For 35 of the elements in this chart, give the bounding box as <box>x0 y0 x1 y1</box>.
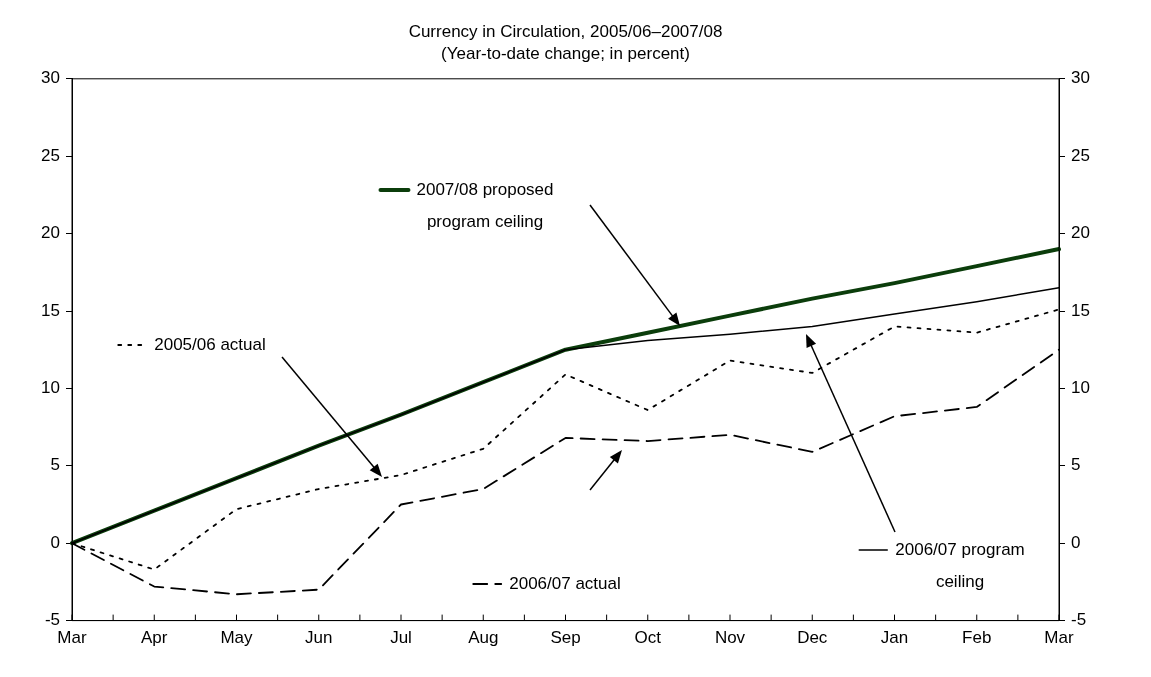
x-tick-label: Jun <box>305 628 333 648</box>
chart-title: Currency in Circulation, 2005/06–2007/08 <box>408 21 723 41</box>
x-tick-label: Mar <box>1044 628 1074 648</box>
y2-tick-label: 5 <box>1071 455 1081 475</box>
y2-tick-label: 10 <box>1071 378 1090 398</box>
y-tick-label: 15 <box>41 300 60 320</box>
x-tick-label: Feb <box>962 628 992 648</box>
y2-tick-label: 0 <box>1071 532 1081 552</box>
x-tick-label: Oct <box>634 628 662 648</box>
x-tick-label: May <box>220 628 254 648</box>
y-tick-label: 20 <box>41 223 60 243</box>
legend-label: 2005/06 actual <box>154 334 266 354</box>
x-tick-label: Apr <box>141 628 168 648</box>
y2-tick-label: 25 <box>1071 145 1090 165</box>
legend-label: 2007/08 proposed program ceiling <box>416 179 554 231</box>
y-tick-label: 30 <box>41 68 60 88</box>
y2-tick-label: 15 <box>1071 300 1090 320</box>
y-tick-label: -5 <box>44 610 60 630</box>
x-tick-label: Jan <box>880 628 909 648</box>
y-tick-label: 25 <box>41 145 60 165</box>
chart-subtitle: (Year-to-date change; in percent) <box>441 44 690 64</box>
y-tick-label: 10 <box>41 378 60 398</box>
x-tick-label: Nov <box>714 628 746 648</box>
y2-tick-label: 30 <box>1071 68 1090 88</box>
x-tick-label: Dec <box>797 628 828 648</box>
y2-tick-label: 20 <box>1071 223 1090 243</box>
y-tick-label: 0 <box>50 532 60 552</box>
x-tick-label: Mar <box>57 628 87 648</box>
y-tick-label: 5 <box>50 455 60 475</box>
x-tick-label: Jul <box>390 628 412 648</box>
x-tick-label: Sep <box>550 628 581 648</box>
legend-label: 2006/07 program ceiling <box>895 539 1025 591</box>
legend-label: 2006/07 actual <box>509 573 621 593</box>
y2-tick-label: -5 <box>1071 610 1087 630</box>
x-tick-label: Aug <box>468 628 499 648</box>
